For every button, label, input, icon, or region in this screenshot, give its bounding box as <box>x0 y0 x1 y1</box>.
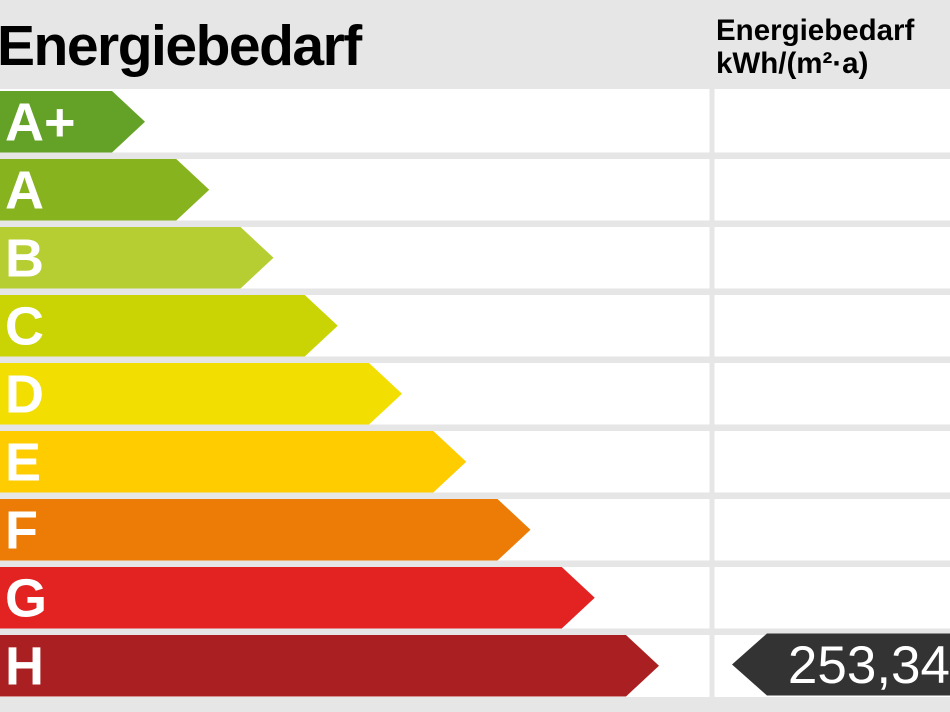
svg-text:C: C <box>5 297 44 357</box>
svg-text:B: B <box>5 229 44 289</box>
svg-text:D: D <box>5 365 44 425</box>
svg-text:F: F <box>5 501 38 561</box>
svg-text:A+: A+ <box>5 93 76 153</box>
svg-text:Energiebedarf: Energiebedarf <box>716 14 915 47</box>
svg-text:kWh/(m²·a): kWh/(m²·a) <box>716 47 868 80</box>
svg-text:G: G <box>5 569 47 629</box>
svg-text:E: E <box>5 433 41 493</box>
svg-text:A: A <box>5 161 44 221</box>
svg-text:253,34: 253,34 <box>788 636 950 695</box>
svg-text:H: H <box>5 637 44 697</box>
svg-text:Energiebedarf: Energiebedarf <box>0 14 363 78</box>
